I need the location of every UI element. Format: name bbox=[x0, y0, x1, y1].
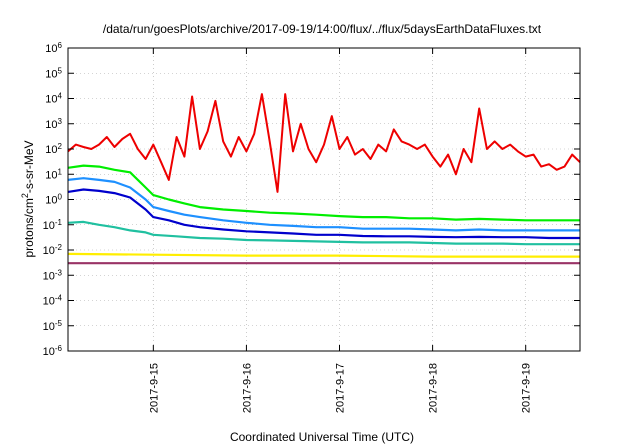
series-line-4 bbox=[67, 188, 580, 240]
y-tick-exponent: 5 bbox=[58, 66, 63, 75]
series-line-3 bbox=[67, 177, 580, 232]
y-tick-exponent: -5 bbox=[55, 318, 63, 327]
series-layer bbox=[67, 93, 581, 265]
series-line-5 bbox=[67, 220, 580, 246]
y-tick-label: 10-2 bbox=[43, 243, 63, 258]
series-line-1 bbox=[67, 93, 581, 193]
y-tick-base: 10 bbox=[43, 270, 55, 282]
y-tick-base: 10 bbox=[45, 68, 57, 80]
series-line-6 bbox=[67, 252, 580, 258]
x-tick-labels: 2017-9-15 2017-9-16 2017-9-17 2017-9-18 2017… bbox=[148, 363, 532, 413]
y-tick-exponent: -3 bbox=[55, 268, 63, 277]
y-tick-exponent: -4 bbox=[55, 293, 63, 302]
y-tick-base: 10 bbox=[45, 195, 57, 207]
y-tick-label: 100 bbox=[45, 192, 62, 207]
y-tick-exponent: 6 bbox=[58, 41, 63, 50]
x-axis-label: Coordinated Universal Time (UTC) bbox=[230, 430, 414, 444]
y-tick-exponent: -1 bbox=[55, 217, 63, 226]
y-tick-label: 10-4 bbox=[43, 293, 63, 308]
y-tick-label: 103 bbox=[45, 116, 62, 131]
y-axis-label-prefix: protons/cm bbox=[22, 198, 36, 257]
y-tick-exponent: 2 bbox=[58, 142, 63, 151]
y-tick-label: 10-5 bbox=[43, 318, 63, 333]
y-tick-base: 10 bbox=[43, 321, 55, 333]
x-tick-label: 2017-9-17 bbox=[335, 363, 347, 413]
x-tick-label: 2017-9-16 bbox=[241, 363, 253, 413]
y-tick-exponent: 0 bbox=[58, 192, 63, 201]
y-tick-base: 10 bbox=[45, 43, 57, 55]
y-tick-exponent: 4 bbox=[58, 91, 63, 100]
y-axis-label-suffix: -s-sr-MeV bbox=[22, 140, 36, 193]
y-tick-exponent: -6 bbox=[55, 344, 63, 353]
y-tick-label: 10-1 bbox=[43, 217, 63, 232]
x-tick-label: 2017-9-18 bbox=[428, 363, 440, 413]
y-tick-base: 10 bbox=[45, 169, 57, 181]
y-tick-exponent: 3 bbox=[58, 116, 63, 125]
y-tick-base: 10 bbox=[45, 119, 57, 131]
series-line-2 bbox=[67, 164, 580, 222]
x-tick-label: 2017-9-19 bbox=[521, 363, 533, 413]
y-axis-label: protons/cm2-s-sr-MeV bbox=[20, 140, 36, 257]
y-tick-exponent: 1 bbox=[58, 167, 63, 176]
y-tick-label: 101 bbox=[45, 167, 62, 182]
y-tick-base: 10 bbox=[43, 296, 55, 308]
y-tick-exponent: -2 bbox=[55, 243, 63, 252]
y-tick-label: 10-3 bbox=[43, 268, 63, 283]
y-tick-labels: 10-610-510-410-310-210-11001011021031041… bbox=[43, 41, 63, 359]
y-tick-label: 102 bbox=[45, 142, 62, 157]
chart-title: /data/run/goesPlots/archive/2017-09-19/1… bbox=[103, 22, 542, 36]
y-tick-label: 104 bbox=[45, 91, 62, 106]
y-tick-label: 10-6 bbox=[43, 344, 63, 359]
y-tick-label: 105 bbox=[45, 66, 62, 81]
y-tick-base: 10 bbox=[45, 144, 57, 156]
y-tick-base: 10 bbox=[45, 94, 57, 106]
y-axis-label-sup: 2 bbox=[20, 193, 30, 198]
y-tick-base: 10 bbox=[43, 220, 55, 232]
axis-ticks bbox=[68, 47, 580, 352]
y-tick-base: 10 bbox=[43, 245, 55, 257]
y-tick-base: 10 bbox=[43, 346, 55, 358]
y-tick-label: 106 bbox=[45, 41, 62, 56]
grid-lines bbox=[68, 48, 580, 351]
x-tick-label: 2017-9-15 bbox=[148, 363, 160, 413]
